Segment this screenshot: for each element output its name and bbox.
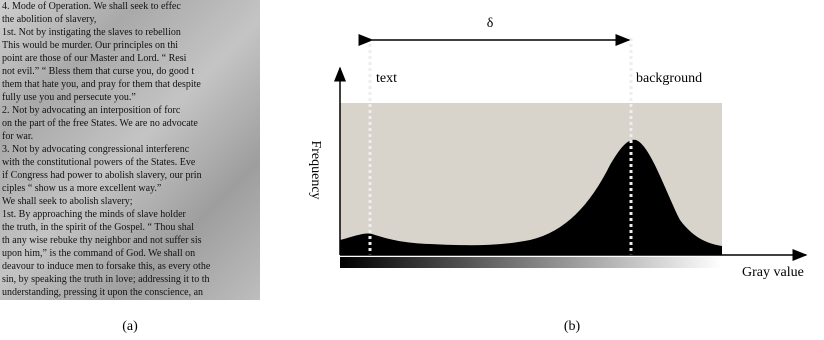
y-axis-label: Frequency xyxy=(308,140,323,199)
figure: (a) δ text background Frequency Gray val… xyxy=(0,0,824,340)
background-label: background xyxy=(636,71,702,86)
x-axis-label: Gray value xyxy=(742,265,804,280)
text-label: text xyxy=(376,71,397,86)
caption-b: (b) xyxy=(564,319,581,334)
delta-label: δ xyxy=(487,16,494,31)
gray-scale-bar xyxy=(340,257,722,268)
page: 4. Mode of Operation. We shall seek to e… xyxy=(0,0,824,340)
caption-a: (a) xyxy=(122,319,138,334)
